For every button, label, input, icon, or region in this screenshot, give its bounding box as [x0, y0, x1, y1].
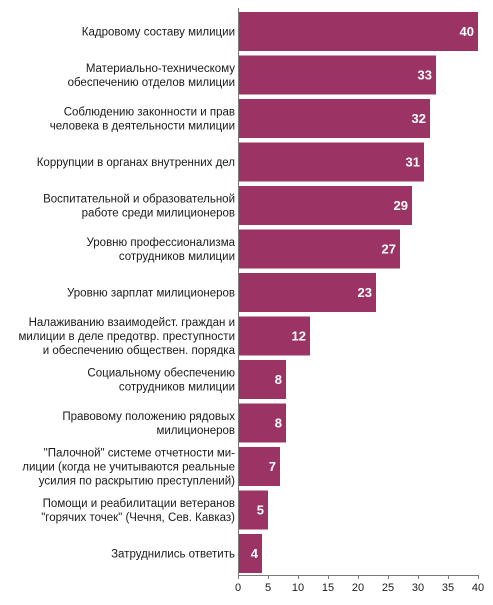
bar — [238, 534, 262, 573]
category-label: Соблюдению законности и прав человека в д… — [50, 107, 235, 133]
x-tick-label: 20 — [352, 582, 364, 594]
category-label: Кадровому составу милиции — [82, 27, 235, 39]
category-label: Уровню профессионализма сотрудников милиц… — [86, 237, 235, 263]
x-axis: 0 5 10 15 20 25 30 35 40 — [235, 8, 484, 594]
category-label: Материально-техническому обеспечению отде… — [68, 63, 236, 89]
x-tick-label: 25 — [382, 582, 394, 594]
category-label: Правовому положению рядовых милиционеров — [62, 411, 235, 437]
bar — [238, 99, 430, 138]
bar-value-label: 29 — [394, 198, 408, 213]
x-tick-label: 40 — [472, 582, 484, 594]
bar — [238, 186, 412, 225]
bar — [238, 229, 400, 269]
category-label: Затруднились ответить — [111, 549, 235, 561]
bar — [238, 273, 376, 312]
bar — [238, 490, 268, 530]
x-tick-label: 5 — [265, 582, 271, 594]
bar-value-label: 4 — [251, 546, 259, 561]
bar — [238, 142, 424, 182]
category-label: "Палочной" системе отчетности ми-лиции (… — [22, 448, 235, 488]
category-label: Налаживанию взаимодейст. граждан и милици… — [18, 317, 235, 357]
category-label: Помощи и реабилитации ветеранов "горячих … — [41, 498, 235, 524]
bar — [238, 403, 286, 443]
bar-value-label: 32 — [412, 111, 426, 126]
category-label: Воспитательной и образовательной работе с… — [43, 194, 235, 220]
bar-value-label: 8 — [275, 372, 282, 387]
bar — [238, 447, 280, 486]
category-label: Уровню зарплат милиционеров — [67, 288, 235, 300]
category-label: Социальному обеспечению сотрудников милиц… — [87, 368, 235, 394]
bar — [238, 360, 286, 399]
bar-value-label: 40 — [460, 24, 474, 39]
bar-value-label: 12 — [292, 329, 306, 344]
bar-value-label: 5 — [257, 503, 264, 518]
x-tick-label: 10 — [292, 582, 304, 594]
x-tick-label: 35 — [442, 582, 454, 594]
x-tick-label: 30 — [412, 582, 424, 594]
x-tick-label: 0 — [235, 582, 241, 594]
bar — [238, 55, 436, 95]
bar — [238, 12, 478, 51]
bar-value-label: 31 — [406, 155, 420, 170]
category-label: Коррупции в органах внутренних дел — [37, 157, 235, 169]
bar-value-label: 33 — [418, 68, 432, 83]
x-tick-label: 15 — [322, 582, 334, 594]
bar-value-label: 27 — [382, 242, 396, 257]
bar-value-label: 23 — [358, 285, 372, 300]
bars-group: 40 Кадровому составу милиции 33 Материально… — [18, 12, 478, 573]
bar-value-label: 8 — [275, 416, 282, 431]
bar-value-label: 7 — [269, 459, 276, 474]
bar — [238, 316, 310, 356]
